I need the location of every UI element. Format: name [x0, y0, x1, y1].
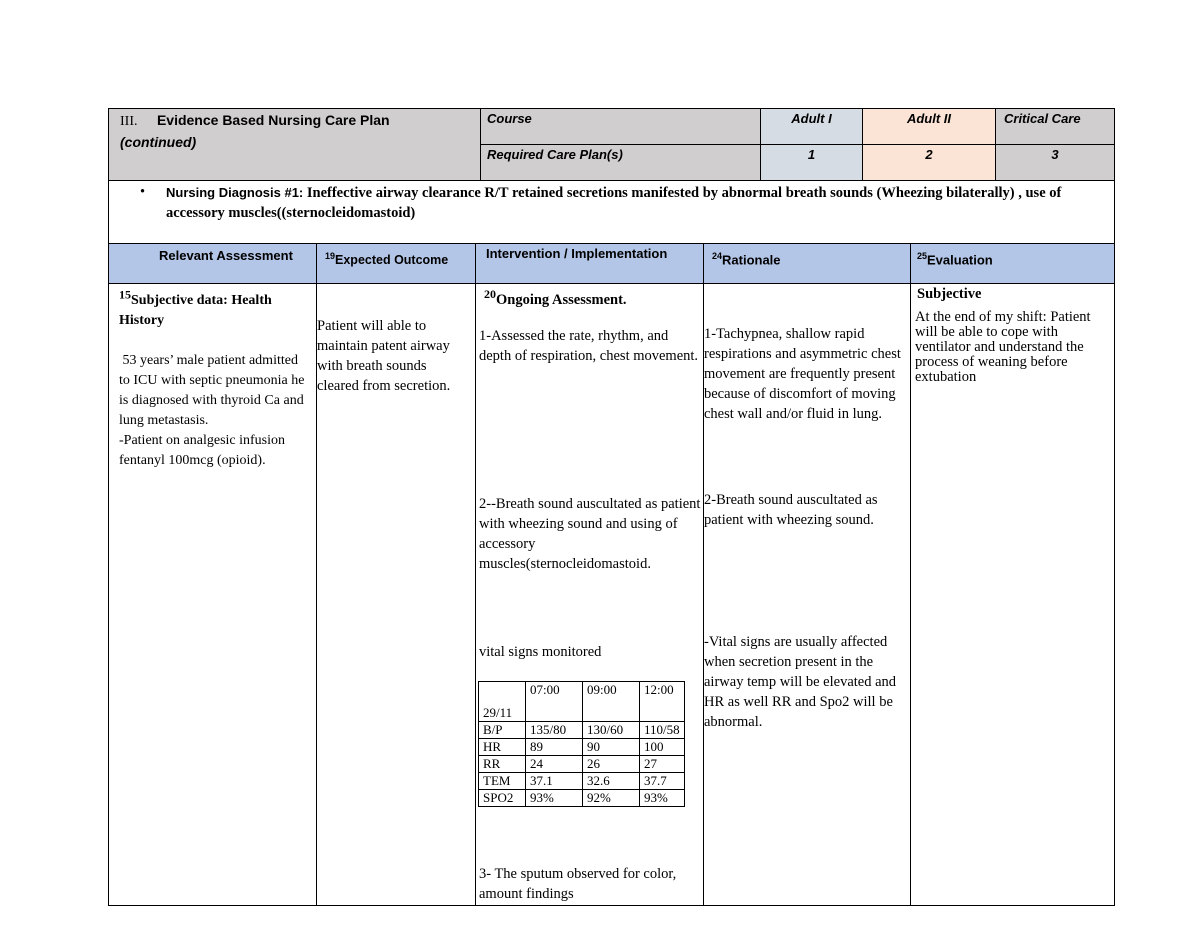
- vital-value: 130/60: [582, 721, 640, 739]
- course-name: Adult II: [906, 111, 952, 126]
- course-label: Course: [487, 111, 532, 126]
- vital-value: 100: [639, 738, 685, 756]
- bullet-icon: •: [140, 184, 146, 200]
- col-num: 19: [325, 251, 336, 261]
- rationale-2: 2-Breath sound auscultated as patient wi…: [704, 492, 878, 528]
- vitals-time: 12:00: [639, 681, 685, 722]
- vitals-row: HR 89 90 100: [478, 738, 685, 756]
- vital-label: HR: [478, 738, 526, 756]
- assessment-medication: -Patient on analgesic infusion fentanyl …: [119, 432, 286, 468]
- vitals-row: TEM 37.1 32.6 37.7: [478, 772, 685, 790]
- col-num: 25: [917, 251, 928, 261]
- diagnosis-text: Ineffective airway clearance R/T retaine…: [166, 185, 1062, 221]
- vital-value: 92%: [582, 789, 640, 807]
- col-label: Relevant Assessment: [159, 248, 293, 263]
- required-value: 3: [1051, 147, 1059, 162]
- evaluation-body: At the end of my shift: Patient will be …: [915, 309, 1091, 385]
- vital-value: 27: [639, 755, 685, 773]
- vital-value: 37.7: [639, 772, 685, 790]
- vitals-row: B/P 135/80 130/60 110/58: [478, 721, 685, 739]
- required-label-cell: Required Care Plan(s): [480, 144, 761, 181]
- col-label: Rationale: [722, 252, 781, 268]
- vital-label: SPO2: [478, 789, 526, 807]
- title-cell: [108, 108, 481, 181]
- course-name: Critical Care: [1004, 111, 1081, 126]
- intervention-cell: 20Ongoing Assessment. 1-Assessed the rat…: [475, 283, 704, 906]
- vital-value: 24: [525, 755, 583, 773]
- required-3: 3: [995, 144, 1115, 181]
- vital-value: 89: [525, 738, 583, 756]
- nursing-diagnosis: Nursing Diagnosis #1: Ineffective airway…: [166, 183, 1096, 223]
- vital-signs-table: 29/11 07:00 09:00 12:00 B/P 135/80 130/60 110/…: [478, 681, 685, 807]
- assessment-cell: 15Subjective data: Health History 53 yea…: [108, 283, 317, 906]
- diagnosis-label: Nursing Diagnosis #1:: [166, 185, 304, 200]
- course-label-cell: Course: [480, 108, 761, 145]
- outcome-cell: Patient will able to maintain patent air…: [316, 283, 476, 906]
- title-text: Evidence Based Nursing Care Plan: [156, 112, 390, 128]
- required-label: Required Care Plan(s): [487, 147, 623, 162]
- course-name: Adult I: [791, 111, 832, 126]
- vital-value: 110/58: [639, 721, 685, 739]
- col-header-evaluation: 25Evaluation: [910, 243, 1115, 284]
- intervention-3: 3- The sputum observed for color, amount…: [479, 866, 677, 902]
- vital-value: 37.1: [525, 772, 583, 790]
- ref-num: 15: [119, 287, 131, 301]
- vital-value: 90: [582, 738, 640, 756]
- vital-label: RR: [478, 755, 526, 773]
- vitals-row: SPO2 93% 92% 93%: [478, 789, 685, 807]
- intervention-2: 2--Breath sound auscultated as patient w…: [479, 496, 701, 572]
- vitals-time: 09:00: [582, 681, 640, 722]
- vital-value: 135/80: [525, 721, 583, 739]
- col-header-assessment: Relevant Assessment: [108, 243, 317, 284]
- vital-value: 93%: [525, 789, 583, 807]
- col-num: 24: [712, 251, 723, 261]
- vitals-row: RR 24 26 27: [478, 755, 685, 773]
- assessment-body: 53 years’ male patient admitted to ICU w…: [119, 352, 305, 428]
- col-header-rationale: 24Rationale: [703, 243, 911, 284]
- vital-label: B/P: [478, 721, 526, 739]
- vital-value: 93%: [639, 789, 685, 807]
- required-2: 2: [862, 144, 996, 181]
- col-header-intervention: Intervention / Implementation: [475, 243, 704, 284]
- intervention-title: Ongoing Assessment: [496, 291, 623, 308]
- vital-value: 26: [582, 755, 640, 773]
- evaluation-title: Subjective: [917, 286, 982, 302]
- continued-text: (continued): [120, 134, 197, 150]
- rationale-cell: 1-Tachypnea, shallow rapid respirations …: [703, 283, 911, 906]
- intervention-vitals: vital signs monitored: [479, 644, 602, 660]
- rationale-1: 1-Tachypnea, shallow rapid respirations …: [704, 326, 901, 422]
- ref-num: 20: [484, 287, 496, 301]
- course-adult-2: Adult II: [862, 108, 996, 145]
- vital-label: TEM: [478, 772, 526, 790]
- vitals-date: 29/11: [478, 681, 526, 722]
- col-label: Evaluation: [927, 252, 993, 268]
- assessment-title: Subjective data: Health History: [119, 292, 272, 328]
- col-label: Intervention / Implementation: [486, 246, 668, 261]
- course-critical-care: Critical Care: [995, 108, 1115, 145]
- expected-outcome: Patient will able to maintain patent air…: [317, 318, 451, 394]
- intervention-1: 1-Assessed the rate, rhythm, and depth o…: [479, 328, 699, 364]
- col-header-outcome: 19Expected Outcome: [316, 243, 476, 284]
- vital-value: 32.6: [582, 772, 640, 790]
- required-value: 2: [925, 147, 933, 162]
- required-1: 1: [760, 144, 863, 181]
- vitals-time: 07:00: [525, 681, 583, 722]
- required-value: 1: [807, 147, 816, 162]
- course-adult-1: Adult I: [760, 108, 863, 145]
- col-label: Expected Outcome: [335, 253, 449, 268]
- plan-title: III. Evidence Based Nursing Care Plan (co…: [120, 110, 390, 152]
- rationale-3: -Vital signs are usually affected when s…: [704, 634, 897, 730]
- evaluation-cell: Subjective At the end of my shift: Patie…: [910, 283, 1115, 906]
- section-number: III.: [120, 114, 138, 129]
